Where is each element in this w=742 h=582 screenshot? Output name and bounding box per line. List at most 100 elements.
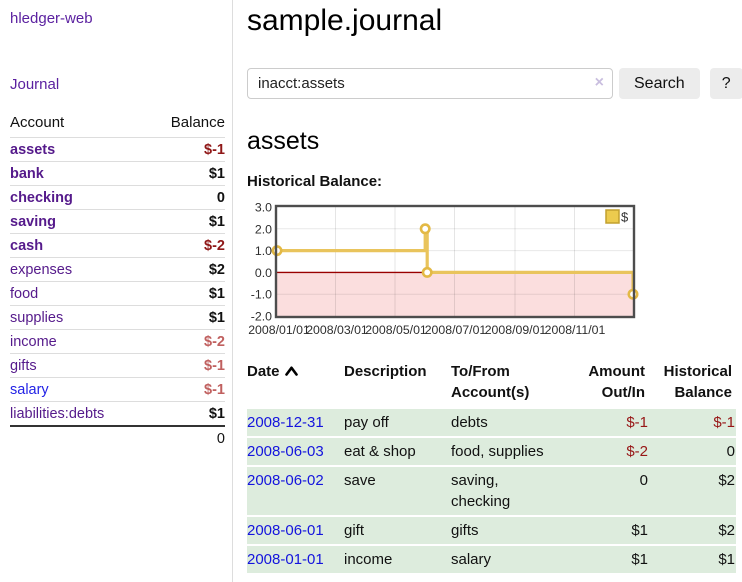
main-content: sample.journal × Search ? assets Histori… xyxy=(233,0,742,582)
transaction-balance: $1 xyxy=(649,544,736,573)
total-balance: 0 xyxy=(146,425,225,450)
balance-value: 0 xyxy=(146,185,225,210)
transaction-amount: $-2 xyxy=(565,436,649,466)
table-row: saving $1 xyxy=(10,209,225,234)
account-balance-table: Account Balance assets $-1 bank $1 check… xyxy=(10,111,225,450)
svg-text:2008/05/01: 2008/05/01 xyxy=(365,323,427,337)
balance-value: $1 xyxy=(146,305,225,330)
table-row: salary $-1 xyxy=(10,377,225,402)
sidebar-item-bank[interactable]: bank xyxy=(10,165,44,182)
sidebar-item-liabilities-debts[interactable]: liabilities:debts xyxy=(10,405,105,422)
description-column-header: Description xyxy=(344,363,427,380)
balance-column-header: Balance xyxy=(170,114,225,131)
balance-value: $1 xyxy=(146,281,225,306)
sidebar-item-assets[interactable]: assets xyxy=(10,141,56,158)
balance-value: $-1 xyxy=(146,137,225,162)
table-row: 2008-01-01 income salary $1 $1 xyxy=(247,544,736,573)
account-table-header: Account Balance xyxy=(10,111,225,138)
sidebar-item-cash[interactable]: cash xyxy=(10,237,44,254)
table-row: food $1 xyxy=(10,281,225,306)
balance-value: $-2 xyxy=(146,233,225,258)
table-row: cash $-2 xyxy=(10,233,225,258)
table-row: assets $-1 xyxy=(10,137,225,162)
sidebar-item-expenses[interactable]: expenses xyxy=(10,261,73,278)
transaction-date-link[interactable]: 2008-06-02 xyxy=(247,472,324,489)
transaction-accounts: saving, checking xyxy=(451,465,565,516)
legend-label: $ xyxy=(621,210,629,225)
help-button[interactable]: ? xyxy=(709,68,742,99)
sidebar-item-food[interactable]: food xyxy=(10,285,39,302)
table-row: liabilities:debts $1 xyxy=(10,401,225,426)
account-heading: assets xyxy=(247,127,320,155)
table-row: gifts $-1 xyxy=(10,353,225,378)
sidebar-item-journal[interactable]: Journal xyxy=(10,76,60,93)
table-row: expenses $2 xyxy=(10,257,225,282)
balance-value: $1 xyxy=(146,209,225,234)
balance-value: $-1 xyxy=(146,353,225,378)
svg-text:2008/01/01: 2008/01/01 xyxy=(248,323,310,337)
page-title: sample.journal xyxy=(247,4,443,37)
sidebar-item-income[interactable]: income xyxy=(10,333,57,350)
transaction-description: eat & shop xyxy=(344,436,451,466)
transaction-description: pay off xyxy=(344,407,451,437)
balance-value: $1 xyxy=(146,401,225,426)
svg-text:0.0: 0.0 xyxy=(255,266,272,280)
table-row: bank $1 xyxy=(10,161,225,186)
account-column-header: Account xyxy=(10,114,65,131)
transaction-accounts: gifts xyxy=(451,515,565,545)
sidebar-item-saving[interactable]: saving xyxy=(10,213,56,230)
transaction-balance: $2 xyxy=(649,515,736,545)
balance-value: $2 xyxy=(146,257,225,282)
sort-caret-up-icon xyxy=(284,361,298,382)
total-row: 0 xyxy=(10,425,225,450)
svg-text:2008/07/01: 2008/07/01 xyxy=(425,323,487,337)
sidebar-item-gifts[interactable]: gifts xyxy=(10,357,37,374)
historical-column-header: Historical Balance xyxy=(663,363,732,401)
svg-text:2008/11/01: 2008/11/01 xyxy=(545,323,606,337)
transaction-description: gift xyxy=(344,515,451,545)
register-table: Date Description To/From Account(s) Amou… xyxy=(247,360,736,573)
transaction-accounts: food, supplies xyxy=(451,436,565,466)
amount-column-header: Amount Out/In xyxy=(588,363,645,401)
search-bar: × Search ? xyxy=(247,68,742,99)
search-input[interactable] xyxy=(247,68,613,99)
balance-value: $-1 xyxy=(146,377,225,402)
tofrom-column-header: To/From Account(s) xyxy=(451,363,530,401)
transaction-date-link[interactable]: 2008-12-31 xyxy=(247,414,324,431)
transaction-accounts: debts xyxy=(451,407,565,437)
transaction-amount: 0 xyxy=(565,465,649,516)
sidebar-item-checking[interactable]: checking xyxy=(10,189,73,206)
svg-text:1.0: 1.0 xyxy=(255,244,272,258)
svg-text:2008/09/01: 2008/09/01 xyxy=(485,323,547,337)
sidebar-item-salary[interactable]: salary xyxy=(10,381,49,398)
plot-border xyxy=(274,204,636,319)
legend-swatch-icon xyxy=(605,209,620,224)
table-row: income $-2 xyxy=(10,329,225,354)
clear-search-icon[interactable]: × xyxy=(594,74,604,91)
table-row: 2008-12-31 pay off debts $-1 $-1 xyxy=(247,407,736,437)
sidebar: hledger-web Journal Account Balance asse… xyxy=(0,0,233,582)
table-row: checking 0 xyxy=(10,185,225,210)
transaction-balance: $2 xyxy=(649,465,736,516)
transaction-description: income xyxy=(344,544,451,573)
register-header-row: Date Description To/From Account(s) Amou… xyxy=(247,360,736,408)
balance-value: $-2 xyxy=(146,329,225,354)
negative-region xyxy=(277,272,633,316)
transaction-amount: $1 xyxy=(565,544,649,573)
date-column-header[interactable]: Date xyxy=(247,360,344,408)
table-row: 2008-06-01 gift gifts $1 $2 xyxy=(247,515,736,545)
svg-text:2008/03/01: 2008/03/01 xyxy=(306,323,368,337)
chart-heading: Historical Balance: xyxy=(247,173,383,190)
table-row: supplies $1 xyxy=(10,305,225,330)
svg-text:2.0: 2.0 xyxy=(255,222,272,236)
transaction-date-link[interactable]: 2008-06-01 xyxy=(247,522,324,539)
transaction-amount: $1 xyxy=(565,515,649,545)
transaction-date-link[interactable]: 2008-01-01 xyxy=(247,551,324,568)
historical-balance-chart: $ 3.0 2.0 1.0 0.0 -1.0 -2.0 2008/01/01 2… xyxy=(248,201,639,337)
balance-value: $1 xyxy=(146,161,225,186)
app-brand-link[interactable]: hledger-web xyxy=(10,10,93,27)
sidebar-item-supplies[interactable]: supplies xyxy=(10,309,64,326)
transaction-date-link[interactable]: 2008-06-03 xyxy=(247,443,324,460)
search-button[interactable]: Search xyxy=(619,68,700,99)
svg-text:-1.0: -1.0 xyxy=(251,288,272,302)
